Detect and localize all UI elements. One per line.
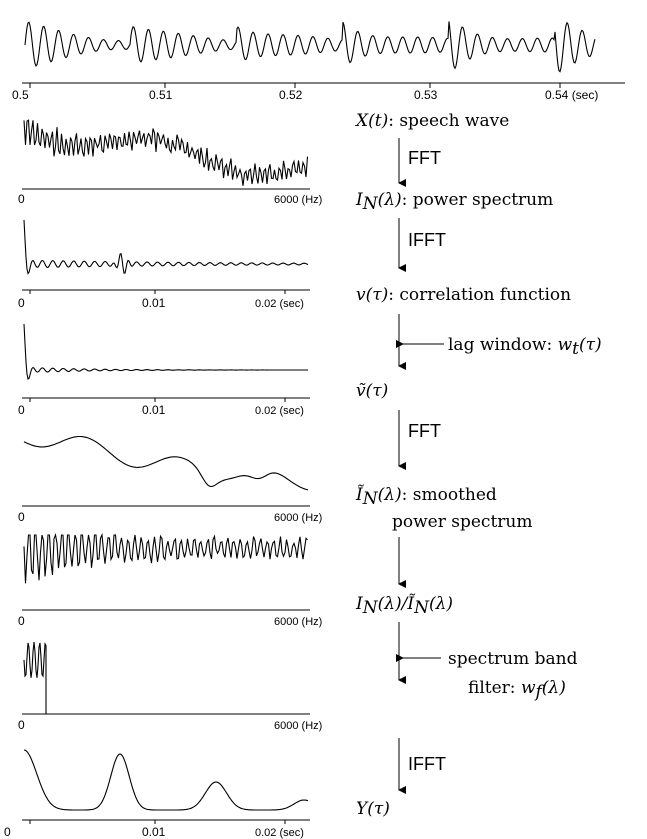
tick-label: 0.02 (sec) <box>255 298 304 310</box>
tick-label: 0.54 (sec) <box>545 88 598 102</box>
windowed-correlation-label: ṽ(τ) <box>356 381 388 401</box>
whitened-spectrum-panel: 0 6000 (Hz) <box>18 532 322 628</box>
smoothed-spectrum-trace <box>23 435 309 491</box>
correlation-panel: 0 0.01 0.02 (sec) <box>18 219 310 310</box>
ifft-step-label: IFFT <box>408 754 446 774</box>
smoothed-spectrum-panel: 0 6000 (Hz) <box>18 435 322 524</box>
windowed-correlation-trace <box>23 323 308 380</box>
band-filter-label-line2: filter: wf(λ) <box>468 678 566 702</box>
smoothed-spectrum-label-line2: power spectrum <box>392 512 532 532</box>
power-spectrum-label: IN(λ): power spectrum <box>355 190 553 214</box>
tick-label: 0 <box>4 825 11 839</box>
power-spectrum-panel: 0 6000 (Hz) <box>18 119 322 206</box>
filtered-spectrum-trace <box>23 641 308 715</box>
tick-label: 0.53 <box>414 88 438 102</box>
output-trace <box>23 749 309 811</box>
speech-wave-trace <box>24 21 596 73</box>
correlation-label: v(τ): correlation function <box>356 285 571 305</box>
tick-label: 6000 (Hz) <box>274 194 322 206</box>
fft-step-label: FFT <box>408 148 441 168</box>
lag-window-label: lag window: wt(τ) <box>448 335 602 359</box>
tick-label: 0 <box>18 192 25 206</box>
processing-flow: X(t): speech wave FFT IN(λ): power spect… <box>354 111 602 819</box>
tick-label: 6000 (Hz) <box>274 720 322 732</box>
output-panel: 0 0.01 0.02 (sec) <box>4 749 310 839</box>
correlation-trace <box>23 219 309 275</box>
output-label: Y(τ) <box>356 799 390 819</box>
whitened-spectrum-trace <box>23 532 308 584</box>
tick-label: 0 <box>18 718 25 732</box>
tick-label: 0.01 <box>142 403 166 417</box>
smoothed-spectrum-label: ĨN(λ): smoothed <box>355 484 497 509</box>
tick-label: 6000 (Hz) <box>274 512 322 524</box>
tick-label: 0 <box>18 296 25 310</box>
ifft-step-label: IFFT <box>408 230 446 250</box>
tick-label: 0 <box>18 614 25 628</box>
speech-wave-label: X(t): speech wave <box>354 111 509 131</box>
tick-label: 0.01 <box>142 296 166 310</box>
fft-step-label: FFT <box>408 421 441 441</box>
whitened-spectrum-label: IN(λ)/ĨN(λ) <box>355 593 453 618</box>
band-filter-label: spectrum band <box>448 649 578 669</box>
windowed-correlation-panel: 0 0.01 0.02 (sec) <box>18 323 310 417</box>
tick-label: 0.02 (sec) <box>255 405 304 417</box>
tick-label: 0 <box>18 510 25 524</box>
tick-label: 0.52 <box>279 88 303 102</box>
filtered-spectrum-panel: 0 6000 (Hz) <box>18 641 322 732</box>
speech-wave-panel: 0.5 0.51 0.52 0.53 0.54 (sec) <box>12 21 625 102</box>
tick-label: 6000 (Hz) <box>274 616 322 628</box>
tick-label: 0.02 (sec) <box>255 827 304 839</box>
tick-label: 0 <box>18 403 25 417</box>
power-spectrum-trace <box>23 119 309 186</box>
tick-label: 0.01 <box>142 825 166 839</box>
tick-label: 0.5 <box>12 88 29 102</box>
tick-label: 0.51 <box>149 88 173 102</box>
